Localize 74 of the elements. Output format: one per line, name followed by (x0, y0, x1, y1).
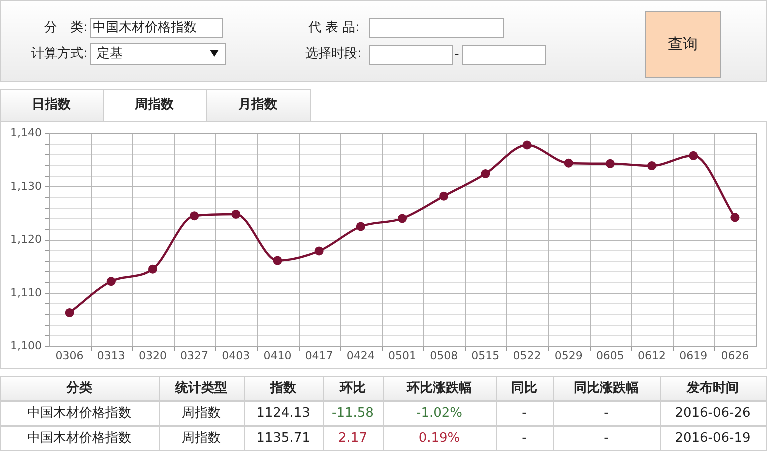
text: 环比 (339, 381, 366, 396)
point (606, 159, 615, 168)
text: 2016-06-19 (675, 431, 751, 446)
point (148, 264, 158, 274)
point (730, 213, 740, 222)
text: 计算方式: (32, 46, 88, 62)
text: 2016-06-26 (675, 406, 751, 421)
x-tick-label: 0529 (554, 350, 583, 362)
text: - (522, 406, 528, 421)
text: 周指数 (182, 406, 221, 421)
y-tick-label: 1,100 (10, 340, 42, 352)
point (65, 308, 74, 318)
point (232, 210, 241, 219)
text: 1135.71 (256, 431, 310, 446)
x-tick-label: 0501 (388, 350, 416, 362)
text: 周指数 (182, 431, 221, 446)
text: 同比涨跌幅 (574, 381, 639, 396)
x-tick-label: 0619 (680, 350, 708, 362)
point (398, 214, 407, 224)
point (648, 162, 657, 171)
text: 中国木材价格指数 (28, 431, 132, 446)
point (689, 151, 698, 160)
x-tick-label: 0313 (97, 350, 126, 362)
text: 选择时段: (306, 46, 362, 62)
text: -1.02% (416, 406, 462, 421)
point (522, 140, 532, 150)
x-tick-label: 0417 (305, 350, 334, 362)
text: - (522, 431, 528, 446)
text: 同比 (512, 381, 538, 396)
x-tick-label: 0403 (222, 350, 250, 362)
point (481, 170, 490, 179)
x-tick-label: 0306 (56, 350, 84, 362)
text: 中国木材价格指数 (93, 20, 197, 36)
text: - (604, 406, 610, 421)
y-tick-label: 1,140 (10, 126, 42, 140)
text: 指数 (270, 381, 298, 396)
text: 1124.13 (256, 406, 310, 421)
text: 中国木材价格指数 (28, 406, 132, 421)
point (564, 158, 574, 168)
x-tick-label: 0522 (513, 350, 542, 362)
text: 统计类型 (174, 380, 228, 396)
point (273, 256, 282, 266)
point (314, 246, 324, 256)
x-tick-label: 0626 (721, 350, 750, 362)
text: 月指数 (238, 98, 278, 112)
x-tick-label: 0612 (638, 350, 666, 362)
x-tick-label: 0605 (596, 350, 624, 362)
text: 分类 (66, 381, 92, 396)
x-tick-label: 0320 (138, 350, 167, 362)
text: 定基 (97, 46, 123, 62)
text: 2.17 (338, 431, 368, 446)
point (440, 192, 449, 201)
y-tick-label: 1,110 (10, 286, 42, 300)
x-tick-label: 0410 (264, 350, 292, 362)
x-tick-label: 0327 (180, 350, 209, 362)
text: 周指数 (134, 98, 175, 112)
x-tick-label: 0424 (346, 350, 375, 362)
y-tick-label: 1,120 (10, 233, 42, 246)
text: 日指数 (32, 98, 72, 112)
text: 查询 (668, 35, 698, 53)
y-tick-label: 1,130 (10, 180, 42, 193)
x-tick-label: 0515 (472, 350, 500, 362)
text: 分 类: (44, 20, 88, 36)
text: 0.19% (418, 431, 460, 446)
text: 环比涨跌幅 (406, 381, 472, 396)
point (356, 222, 366, 232)
point (190, 212, 200, 221)
text: - (604, 431, 610, 446)
text: - (454, 48, 460, 62)
text: 代 表 品: (307, 20, 360, 36)
point (106, 277, 116, 286)
x-tick-label: 0508 (430, 350, 458, 362)
text: 发布时间 (686, 381, 739, 396)
text: -11.58 (332, 406, 374, 421)
